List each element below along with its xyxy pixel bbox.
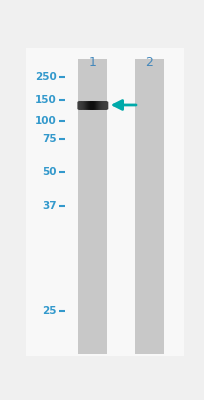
Text: 50: 50 [42,168,56,178]
Text: 250: 250 [35,72,56,82]
Bar [135,59,163,354]
Bar [78,59,106,354]
Text: 75: 75 [42,134,56,144]
Text: 100: 100 [35,116,56,126]
Text: 37: 37 [42,201,56,211]
Text: 25: 25 [42,306,56,316]
Text: 150: 150 [35,95,56,105]
Text: 1: 1 [88,56,96,69]
Text: 2: 2 [145,56,153,69]
